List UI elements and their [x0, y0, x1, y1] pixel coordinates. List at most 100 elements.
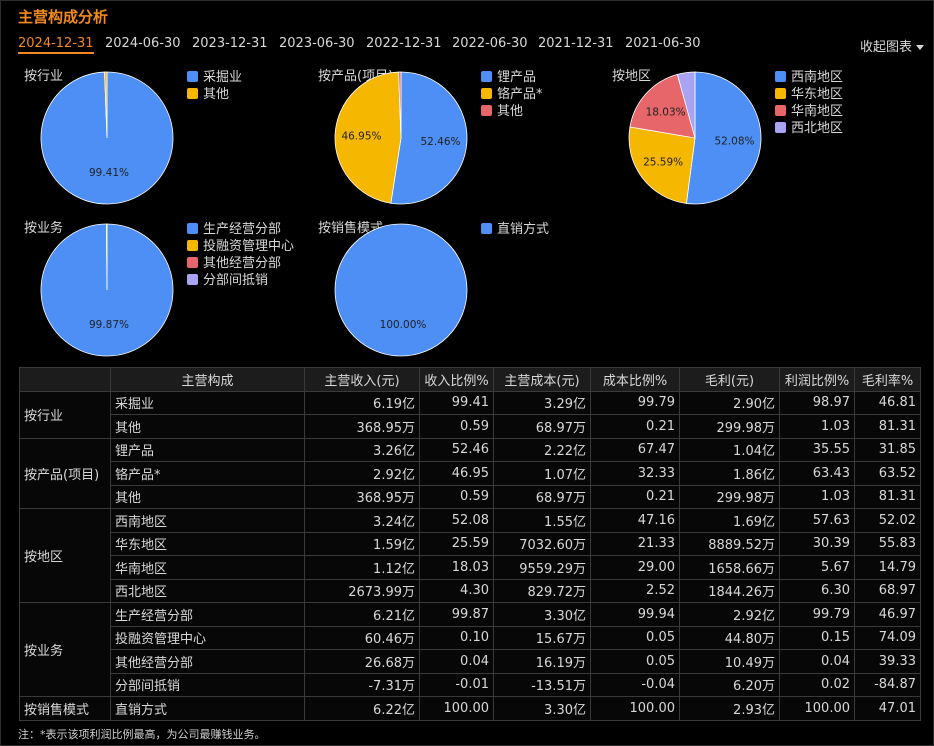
legend-label: 分部间抵销: [203, 273, 269, 288]
legend-swatch: [775, 122, 786, 133]
value-cell: 1.04亿: [679, 437, 780, 462]
legend-label: 采掘业: [203, 70, 243, 85]
tab-2021-12-31[interactable]: 2021-12-31: [538, 36, 614, 51]
table-row: 投融资管理中心 60.46万 0.10 15.67万 0.05 44.80万 0.15 74.…: [20, 625, 921, 650]
tab-2023-12-31[interactable]: 2023-12-31: [192, 36, 268, 51]
tab-2022-12-31[interactable]: 2022-12-31: [366, 36, 442, 51]
value-cell: 2.92亿: [304, 461, 420, 486]
pie-slice[interactable]: [628, 126, 696, 204]
legend-item[interactable]: 其他: [187, 86, 242, 103]
legend-business: 生产经营分部 投融资管理中心 其他经营分部 分部间抵销: [187, 221, 294, 289]
item-name-cell: 华南地区: [110, 555, 305, 580]
value-cell: 68.97万: [493, 414, 591, 439]
chart-title-industry: 按行业: [24, 69, 64, 84]
pie-slice[interactable]: [334, 71, 402, 204]
legend-item[interactable]: 西北地区: [775, 120, 843, 137]
item-name-cell: 直销方式: [110, 696, 305, 721]
legend-item[interactable]: 锂产品: [481, 69, 543, 86]
value-cell: 6.21亿: [304, 602, 420, 627]
table-row: 按产品(项目) 锂产品 3.26亿 52.46 2.22亿 67.47 1.04亿 35.55…: [19, 437, 921, 509]
legend-item[interactable]: 西南地区: [775, 69, 843, 86]
pie-data-label: 46.95%: [341, 131, 381, 143]
header-cell[interactable]: 主营收入(元): [304, 367, 420, 392]
value-cell: 6.19亿: [304, 390, 420, 415]
value-cell: 31.85: [854, 437, 921, 462]
legend-item[interactable]: 其他: [481, 103, 543, 120]
value-cell: 98.97: [779, 390, 855, 415]
legend-swatch: [481, 223, 492, 234]
value-cell: 0.04: [779, 649, 855, 674]
pie-slice[interactable]: [629, 73, 696, 139]
value-cell: 21.33: [590, 531, 680, 556]
table-row: 铬产品* 2.92亿 46.95 1.07亿 32.33 1.86亿 63.43 63.52: [20, 461, 921, 486]
header-cell[interactable]: 利润比例%: [779, 367, 855, 392]
pie-chart-product: 52.46% 46.95%: [334, 71, 468, 205]
value-cell: 46.95: [419, 461, 494, 486]
item-name-cell: 生产经营分部: [110, 602, 305, 627]
header-cell[interactable]: 收入比例%: [419, 367, 494, 392]
value-cell: 63.52: [854, 461, 921, 486]
legend-item[interactable]: 华东地区: [775, 86, 843, 103]
tab-2024-12-31[interactable]: 2024-12-31: [18, 36, 94, 54]
value-cell: 18.03: [419, 555, 494, 580]
item-name-cell: 西北地区: [110, 578, 305, 603]
value-cell: 829.72万: [493, 578, 591, 603]
value-cell: 99.79: [779, 602, 855, 627]
pie-slice[interactable]: [334, 223, 468, 357]
pie-slice[interactable]: [390, 71, 468, 205]
value-cell: 3.24亿: [304, 508, 420, 533]
table-row: 西北地区 2673.99万 4.30 829.72万 2.52 1844.26万 6.30 6…: [20, 578, 921, 603]
value-cell: -84.87: [854, 672, 921, 697]
value-cell: 0.15: [779, 625, 855, 650]
value-cell: 3.30亿: [493, 696, 591, 721]
value-cell: 32.33: [590, 461, 680, 486]
pie-slice[interactable]: [676, 71, 696, 139]
value-cell: 1.03: [779, 414, 855, 439]
header-cell[interactable]: 毛利(元): [679, 367, 780, 392]
header-cell[interactable]: 毛利率%: [854, 367, 921, 392]
header-cell[interactable]: 主营成本(元): [493, 367, 591, 392]
value-cell: 100.00: [590, 696, 680, 721]
value-cell: 0.02: [779, 672, 855, 697]
tab-2023-06-30[interactable]: 2023-06-30: [279, 36, 355, 51]
legend-swatch: [187, 257, 198, 268]
legend-swatch: [187, 88, 198, 99]
table-row: 分部间抵销 -7.31万 -0.01 -13.51万 -0.04 6.20万 0.02 -84…: [20, 672, 921, 697]
value-cell: 47.16: [590, 508, 680, 533]
value-cell: 57.63: [779, 508, 855, 533]
tab-2021-06-30[interactable]: 2021-06-30: [625, 36, 701, 51]
legend-item[interactable]: 其他经营分部: [187, 255, 294, 272]
legend-item[interactable]: 生产经营分部: [187, 221, 294, 238]
pie-slice[interactable]: [104, 71, 108, 139]
value-cell: 0.05: [590, 625, 680, 650]
pie-slice[interactable]: [398, 71, 402, 139]
legend-label: 西南地区: [791, 70, 844, 85]
value-cell: 46.81: [854, 390, 921, 415]
pie-chart-sales-mode: 100.00%: [334, 223, 468, 357]
composition-table: 主营构成 主营收入(元) 收入比例% 主营成本(元) 成本比例% 毛利(元) 利…: [19, 367, 921, 721]
value-cell: 2.93亿: [679, 696, 780, 721]
value-cell: 9559.29万: [493, 555, 591, 580]
legend-item[interactable]: 铬产品*: [481, 86, 543, 103]
table-row: 其他 368.95万 0.59 68.97万 0.21 299.98万 1.03 81.31: [20, 414, 921, 439]
item-name-cell: 其他: [110, 484, 305, 509]
legend-item[interactable]: 直销方式: [481, 221, 549, 238]
legend-industry: 采掘业 其他: [187, 69, 242, 103]
value-cell: 68.97: [854, 578, 921, 603]
legend-item[interactable]: 分部间抵销: [187, 272, 294, 289]
legend-item[interactable]: 投融资管理中心: [187, 238, 294, 255]
tab-2024-06-30[interactable]: 2024-06-30: [105, 36, 181, 51]
legend-item[interactable]: 华南地区: [775, 103, 843, 120]
value-cell: -0.01: [419, 672, 494, 697]
footnote: 注：*表示该项利润比例最高，为公司最赚钱业务。: [18, 728, 266, 741]
collapse-charts-button[interactable]: 收起图表: [860, 36, 924, 55]
value-cell: 1.55亿: [493, 508, 591, 533]
value-cell: 60.46万: [304, 625, 420, 650]
tab-2022-06-30[interactable]: 2022-06-30: [452, 36, 528, 51]
header-cell[interactable]: 成本比例%: [590, 367, 680, 392]
value-cell: 3.30亿: [493, 602, 591, 627]
legend-item[interactable]: 采掘业: [187, 69, 242, 86]
value-cell: 299.98万: [679, 484, 780, 509]
legend-label: 铬产品*: [497, 87, 543, 102]
pie-slice[interactable]: [685, 71, 762, 205]
